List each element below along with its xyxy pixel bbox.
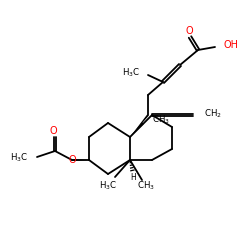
- Text: CH$_3$: CH$_3$: [152, 114, 170, 126]
- Text: O: O: [185, 26, 193, 36]
- Text: CH$_2$: CH$_2$: [204, 108, 222, 120]
- Text: H$_3$C: H$_3$C: [99, 180, 117, 192]
- Text: H$_3$C: H$_3$C: [122, 67, 140, 79]
- Text: O: O: [68, 155, 76, 165]
- Polygon shape: [130, 122, 144, 137]
- Text: CH$_3$: CH$_3$: [137, 180, 155, 192]
- Polygon shape: [130, 114, 149, 137]
- Text: H: H: [130, 174, 136, 182]
- Polygon shape: [72, 159, 89, 161]
- Text: OH: OH: [223, 40, 238, 50]
- Text: O: O: [49, 126, 57, 136]
- Text: H$_3$C: H$_3$C: [10, 152, 28, 164]
